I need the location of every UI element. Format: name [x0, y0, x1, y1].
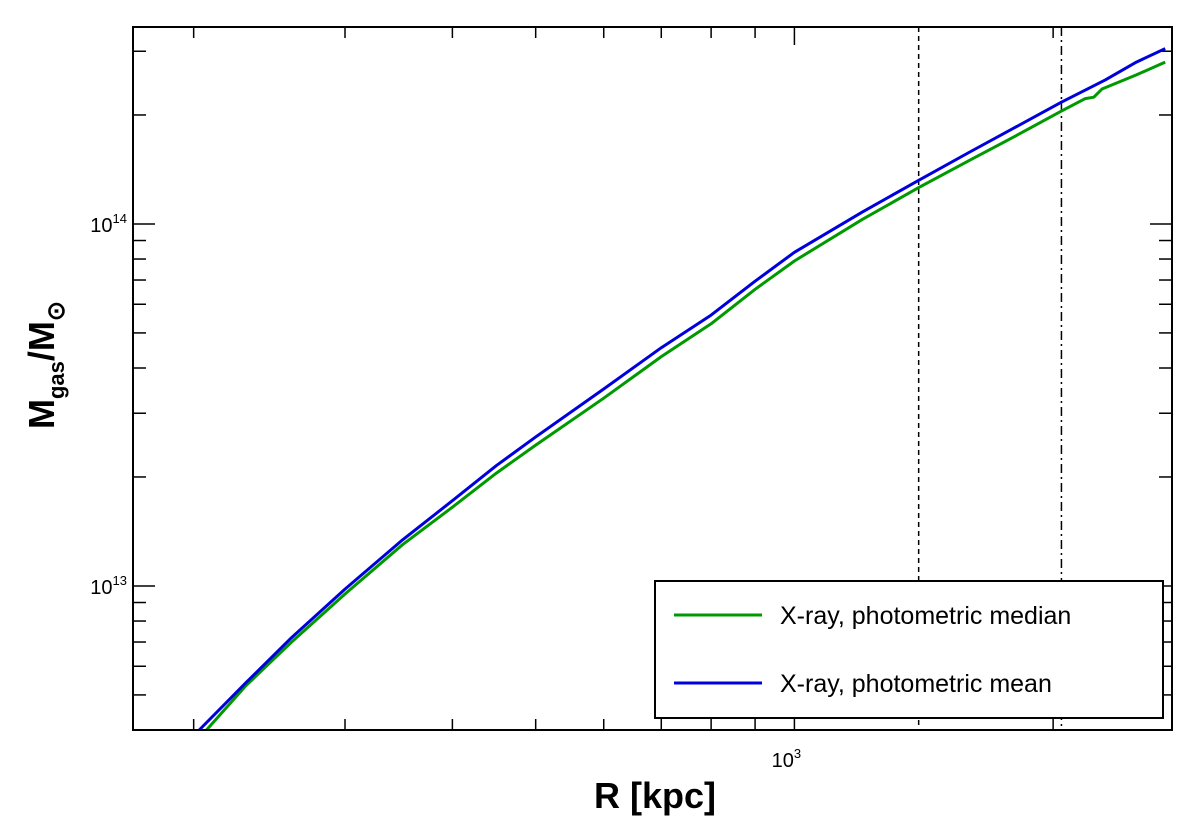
- legend-label-median: X-ray, photometric median: [780, 602, 1071, 630]
- y-axis-title: Mgas/M⊙: [21, 301, 70, 429]
- legend-label-mean: X-ray, photometric mean: [780, 670, 1052, 698]
- plot-frame: [132, 26, 1173, 731]
- legend: X-ray, photometric median X-ray, photome…: [654, 580, 1164, 719]
- y-axis-title-sub2: ⊙: [43, 301, 70, 321]
- legend-box: [654, 580, 1164, 719]
- series-line-mean: [198, 47, 1166, 730]
- tick-labels: 103 1013 1014: [90, 211, 801, 772]
- y-axis-title-sep: /M: [21, 321, 62, 361]
- x-tick-label: 103: [772, 746, 801, 772]
- series-line-median: [205, 60, 1166, 730]
- x-axis-title: R [kpc]: [594, 775, 716, 816]
- series-lines: [198, 47, 1166, 730]
- y-axis-title-main: M: [21, 399, 62, 429]
- y-tick-label: 1014: [90, 211, 127, 237]
- ticks-layer: [133, 27, 1172, 731]
- y-axis-title-sub: gas: [44, 361, 69, 399]
- y-tick-label: 1013: [90, 573, 127, 599]
